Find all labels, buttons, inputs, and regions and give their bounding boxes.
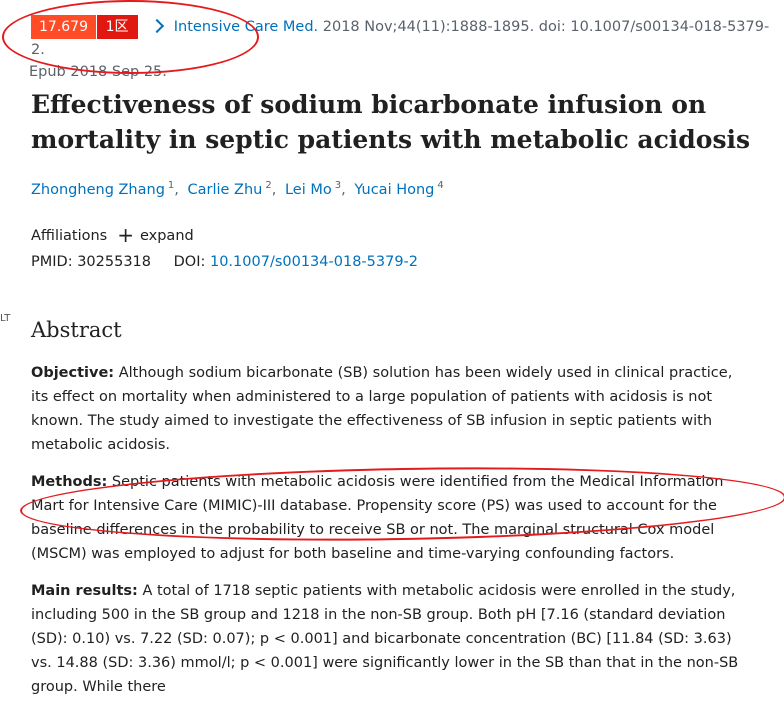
author-affiliation-number[interactable]: 4 xyxy=(437,180,444,191)
objective-label: Objective: xyxy=(31,365,115,381)
author-link[interactable]: Lei Mo xyxy=(284,181,332,198)
pmid-value: 30255318 xyxy=(77,254,152,270)
abstract-results: Main results: A total of 1718 septic pat… xyxy=(31,579,753,699)
article-title: Effectiveness of sodium bicarbonate infu… xyxy=(31,90,751,154)
citation-details: 2018 Nov;44(11):1888-1895. doi: 10.1007/… xyxy=(31,19,770,58)
affiliations-toggle[interactable]: Affiliations + expand xyxy=(31,223,194,247)
impact-factor-badge[interactable]: 17.679 xyxy=(31,15,96,39)
abstract-objective: Objective: Although sodium bicarbonate (… xyxy=(31,361,753,457)
affiliations-label: Affiliations xyxy=(31,228,108,244)
abstract-heading: Abstract xyxy=(31,318,122,342)
author-list: Zhongheng Zhang 1, Carlie Zhu 2, Lei Mo 3, … xyxy=(31,180,444,198)
objective-text: Although sodium bicarbonate (SB) solutio… xyxy=(31,365,733,453)
pmid-label: PMID: xyxy=(31,254,73,270)
methods-label: Methods: xyxy=(31,474,108,490)
doi-label: DOI: xyxy=(173,254,206,270)
abstract-body: Objective: Although sodium bicarbonate (… xyxy=(31,361,753,712)
quartile-badge[interactable]: 1区 xyxy=(96,15,138,39)
journal-link[interactable]: Intensive Care Med. xyxy=(173,19,319,35)
citation-line: 17.679 1区 Intensive Care Med. 2018 Nov;4… xyxy=(29,15,771,83)
author-link[interactable]: Carlie Zhu xyxy=(187,181,263,198)
abstract-methods: Methods: Septic patients with metabolic … xyxy=(31,470,753,566)
doi-link[interactable]: 10.1007/s00134-018-5379-2 xyxy=(209,254,419,270)
author-link[interactable]: Yucai Hong xyxy=(354,181,435,198)
identifiers: PMID: 30255318 DOI: 10.1007/s00134-018-5… xyxy=(31,254,418,270)
author-affiliation-number[interactable]: 2 xyxy=(265,180,272,191)
epub-date: Epub 2018 Sep 25. xyxy=(29,64,167,80)
plus-icon: + xyxy=(117,223,134,247)
chevron-right-icon xyxy=(150,18,165,34)
side-cut-text: LT xyxy=(0,313,11,324)
expand-label: expand xyxy=(139,228,194,244)
results-text: A total of 1718 septic patients with met… xyxy=(31,583,739,695)
results-label: Main results: xyxy=(31,583,138,599)
author-affiliation-number[interactable]: 3 xyxy=(334,180,342,191)
author-link[interactable]: Zhongheng Zhang xyxy=(31,181,165,198)
author-affiliation-number[interactable]: 1 xyxy=(167,180,175,191)
methods-text: Septic patients with metabolic acidosis … xyxy=(31,474,724,562)
